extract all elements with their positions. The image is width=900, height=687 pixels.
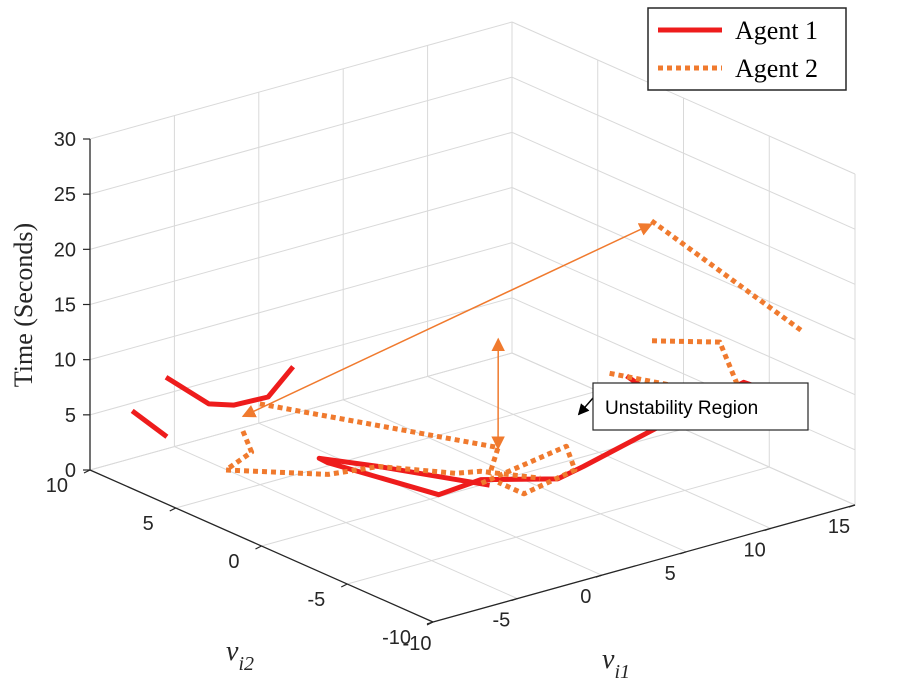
svg-text:vi2: vi2 xyxy=(226,636,254,675)
grid-line-side-z-3 xyxy=(511,187,856,340)
legend: Agent 1 Agent 2 xyxy=(647,7,847,91)
x-tick-label-3: 5 xyxy=(665,563,676,585)
z-axis-title: Time (Seconds) xyxy=(9,223,38,387)
grid-line-floor-y-4 xyxy=(89,352,513,471)
x-tick-mark-3 xyxy=(680,551,687,555)
svg-text:vi1: vi1 xyxy=(602,644,630,683)
x-axis-title-base: v xyxy=(602,644,615,675)
annotation-unstability-region: Unstability Region xyxy=(592,382,809,431)
series-2-segment-3 xyxy=(480,443,578,497)
series-2-segment-2 xyxy=(259,401,501,476)
x-tick-mark-2 xyxy=(595,574,602,578)
y-tick-label-2: 0 xyxy=(228,551,239,573)
double-arrow-1 xyxy=(241,223,653,418)
grid-line-back-z-6 xyxy=(89,21,513,140)
z-tick-label-1: 5 xyxy=(65,405,76,427)
z-tick-label-0: 0 xyxy=(65,460,76,482)
annotation-box xyxy=(592,382,809,431)
z-tick-label-3: 15 xyxy=(54,295,76,317)
grid-line-floor-y-1 xyxy=(347,466,770,585)
y-axis-title: vi2 xyxy=(226,636,254,675)
series-2-segment-4 xyxy=(650,218,806,335)
x-tick-mark-4 xyxy=(764,527,771,531)
y-tick-mark-3 xyxy=(169,507,177,512)
z-tick-label-2: 10 xyxy=(54,350,76,372)
x-axis-line xyxy=(432,504,856,623)
y-tick-label-0: -10 xyxy=(382,627,411,649)
grid-line-side-z-5 xyxy=(511,76,856,230)
z-tick-label-6: 30 xyxy=(54,129,76,151)
annotation-leader-arrow xyxy=(577,397,594,416)
x-tick-label-4: 10 xyxy=(743,539,765,561)
y-tick-label-1: -5 xyxy=(307,589,325,611)
series-2-segment-1 xyxy=(223,430,541,481)
y-tick-label-4: 10 xyxy=(46,475,68,497)
grid-line-back-z-2 xyxy=(89,242,513,361)
x-axis-title-sub: i1 xyxy=(614,661,630,683)
series-1-segment-1 xyxy=(130,408,169,439)
y-axis-title-sub: i2 xyxy=(238,653,254,675)
x-tick-label-5: 15 xyxy=(828,516,850,538)
grid-line-back-z-1 xyxy=(89,297,513,416)
grid-line-side-z-4 xyxy=(511,131,856,285)
annotation-layer xyxy=(241,223,653,450)
y-axis-title-base: v xyxy=(226,636,239,667)
x-tick-mark-1 xyxy=(511,598,518,602)
grid-layer xyxy=(89,21,856,623)
x-tick-label-1: -5 xyxy=(493,610,511,632)
grid-line-back-z-4 xyxy=(89,131,513,250)
grid-line-side-z-6 xyxy=(511,21,856,175)
y-tick-mark-1 xyxy=(340,583,348,588)
x-tick-label-0: -10 xyxy=(403,633,432,655)
legend-box xyxy=(647,7,847,91)
legend-label-agent-2: Agent 2 xyxy=(735,54,818,83)
z-tick-label-5: 25 xyxy=(54,184,76,206)
z-tick-label-4: 20 xyxy=(54,239,76,261)
grid-line-back-z-5 xyxy=(89,76,513,195)
legend-label-agent-1: Agent 1 xyxy=(735,16,818,45)
x-tick-label-2: 0 xyxy=(580,586,591,608)
x-tick-mark-5 xyxy=(848,504,856,508)
grid-line-back-z-3 xyxy=(89,187,513,305)
x-axis-title: vi1 xyxy=(602,644,630,683)
y-tick-label-3: 5 xyxy=(143,513,154,535)
series-2-segment-6 xyxy=(651,338,740,385)
series-layer xyxy=(130,218,806,498)
annotation-text: Unstability Region xyxy=(605,398,758,419)
y-tick-mark-2 xyxy=(255,545,262,550)
y-tick-mark-0 xyxy=(426,621,434,626)
series-1-segment-2 xyxy=(164,365,296,408)
